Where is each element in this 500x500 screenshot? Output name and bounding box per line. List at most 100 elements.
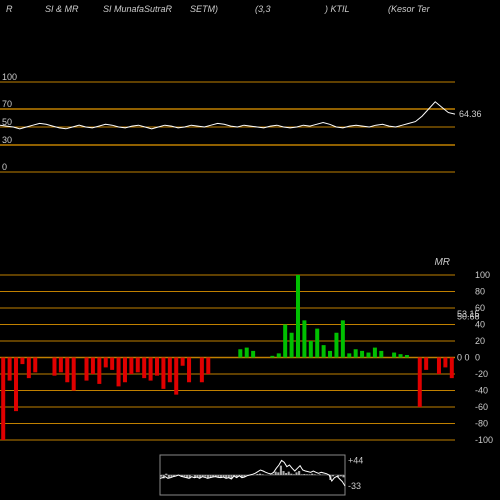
- mr-bar: [110, 358, 114, 370]
- mr-bar: [347, 353, 351, 357]
- mini-bar: [160, 475, 162, 477]
- mr-bar: [136, 358, 140, 373]
- mini-bar: [309, 474, 311, 475]
- mr-axis-label: -80: [475, 419, 488, 429]
- mr-bar: [129, 358, 133, 375]
- chart-svg: 100705030064.36100806040200-20-40-60-80-…: [0, 0, 500, 500]
- mr-bar: [181, 358, 185, 366]
- mr-bar: [270, 356, 274, 358]
- mr-bar: [322, 345, 326, 357]
- mr-value-label: 0 0: [457, 353, 470, 363]
- mr-bar: [315, 329, 319, 358]
- rsi-axis-label: 70: [2, 99, 12, 109]
- rsi-axis-label: 0: [2, 162, 7, 172]
- mr-bar: [52, 358, 56, 376]
- mr-bar: [290, 333, 294, 358]
- mr-bar: [424, 358, 428, 370]
- mr-bar: [450, 358, 454, 379]
- mini-line: [160, 460, 345, 486]
- mr-bar: [296, 275, 300, 358]
- mini-bar: [290, 474, 292, 475]
- chart-container: RSI & MRSI MunafaSutraRSETM)(3,3) KTIL(K…: [0, 0, 500, 500]
- mr-bar: [334, 333, 338, 358]
- mini-bar: [303, 474, 305, 475]
- mr-axis-label: -40: [475, 386, 488, 396]
- mr-value-label: 50.68: [457, 311, 480, 321]
- mini-bar: [314, 474, 316, 475]
- mr-bar: [283, 325, 287, 358]
- mr-bar: [245, 348, 249, 358]
- mr-bar: [206, 358, 210, 375]
- mr-bar: [366, 353, 370, 358]
- mr-bar: [91, 358, 95, 375]
- rsi-axis-label: 30: [2, 135, 12, 145]
- mini-bar: [298, 471, 300, 475]
- mini-bar: [295, 472, 297, 475]
- mini-label: +44: [348, 455, 363, 465]
- mr-bar: [168, 358, 172, 383]
- mr-axis-label: -100: [475, 435, 493, 445]
- rsi-axis-label: 100: [2, 72, 17, 82]
- rsi-current-value: 64.36: [459, 109, 482, 119]
- mr-bar: [373, 348, 377, 358]
- mr-bar: [418, 358, 422, 408]
- mr-axis-label: 100: [475, 270, 490, 280]
- mini-bar: [202, 475, 204, 476]
- mr-bar: [379, 351, 383, 358]
- mini-bar: [259, 474, 261, 475]
- mini-bar: [256, 474, 258, 475]
- mr-bar: [302, 320, 306, 357]
- mr-bar: [85, 358, 89, 381]
- mr-bar: [14, 358, 18, 412]
- mr-bar: [123, 358, 127, 383]
- mr-bar: [117, 358, 121, 387]
- mr-bar: [443, 358, 447, 368]
- mini-bar: [293, 474, 295, 475]
- rsi-line: [0, 102, 455, 129]
- mr-bar: [405, 355, 409, 357]
- mini-bar: [282, 471, 284, 475]
- mr-bar: [354, 349, 358, 357]
- mr-axis-label: 80: [475, 287, 485, 297]
- mini-bar: [319, 474, 321, 475]
- mr-axis-label: -60: [475, 402, 488, 412]
- mr-axis-label: 20: [475, 336, 485, 346]
- mini-bar: [168, 475, 170, 478]
- mini-bar: [285, 473, 287, 475]
- mr-bar: [27, 358, 31, 379]
- mr-bar: [142, 358, 146, 379]
- mr-bar: [328, 351, 332, 358]
- mini-bar: [332, 475, 334, 476]
- mini-bar: [165, 474, 167, 475]
- mini-bar: [306, 474, 308, 475]
- mr-bar: [97, 358, 101, 384]
- mini-label: -33: [348, 481, 361, 491]
- mr-bar: [104, 358, 108, 368]
- mr-bar: [200, 358, 204, 383]
- mr-bar: [392, 353, 396, 358]
- mr-bar: [277, 353, 281, 357]
- mr-bar: [309, 341, 313, 358]
- mr-bar: [1, 358, 5, 441]
- mr-bar: [251, 351, 255, 358]
- mini-bar: [272, 474, 274, 475]
- mr-axis-label: -20: [475, 369, 488, 379]
- mini-bar: [340, 475, 342, 476]
- mr-bar: [149, 358, 153, 381]
- mini-bar: [275, 472, 277, 475]
- mr-bar: [174, 358, 178, 395]
- mr-bar: [72, 358, 76, 391]
- mini-bar: [204, 475, 206, 477]
- mr-bar: [155, 358, 159, 376]
- mr-bar: [437, 358, 441, 375]
- mr-bar: [8, 358, 12, 381]
- mini-bar: [301, 474, 303, 475]
- mini-bar: [342, 475, 344, 477]
- mr-bar: [360, 351, 364, 358]
- mr-bar: [59, 358, 63, 373]
- mini-bar: [183, 475, 185, 477]
- mr-title: MR: [434, 257, 450, 268]
- mr-bar: [187, 358, 191, 383]
- mr-bar: [161, 358, 165, 389]
- mr-bar: [341, 320, 345, 357]
